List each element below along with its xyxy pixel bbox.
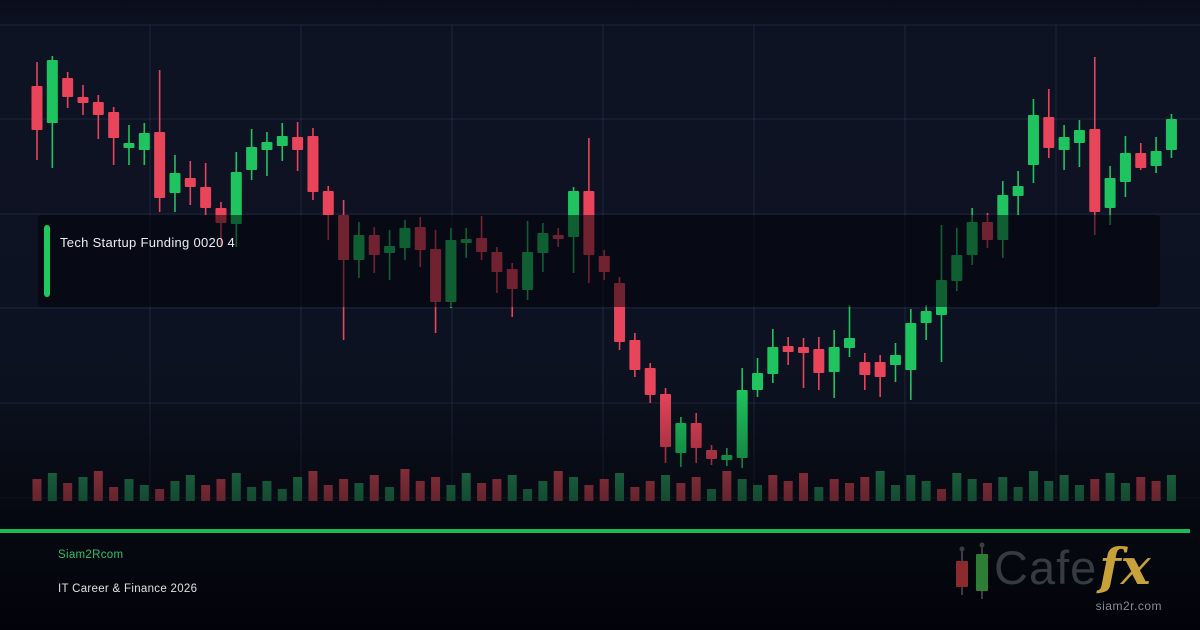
footer-tagline: IT Career & Finance 2026 bbox=[58, 583, 198, 595]
logo-url: siam2r.com bbox=[1095, 599, 1162, 613]
cafefx-logo: Cafefx siam2r.com bbox=[952, 537, 1172, 627]
logo-text-cafe: Cafe bbox=[994, 541, 1098, 594]
footer: Siam2Rcom IT Career & Finance 2026 Cafef… bbox=[0, 533, 1200, 630]
label-accent-bar bbox=[44, 225, 50, 297]
logo-candlestick-icon bbox=[956, 542, 988, 599]
chart-label-box: Tech Startup Funding 0020 4 bbox=[38, 215, 1160, 307]
chart-title: Tech Startup Funding 0020 4 bbox=[60, 235, 236, 250]
logo-text-fx: fx bbox=[1099, 537, 1151, 596]
logo-wordmark: Cafefx bbox=[994, 537, 1151, 596]
site-link[interactable]: Siam2Rcom bbox=[58, 549, 124, 561]
footer-separator-line bbox=[0, 529, 1190, 533]
